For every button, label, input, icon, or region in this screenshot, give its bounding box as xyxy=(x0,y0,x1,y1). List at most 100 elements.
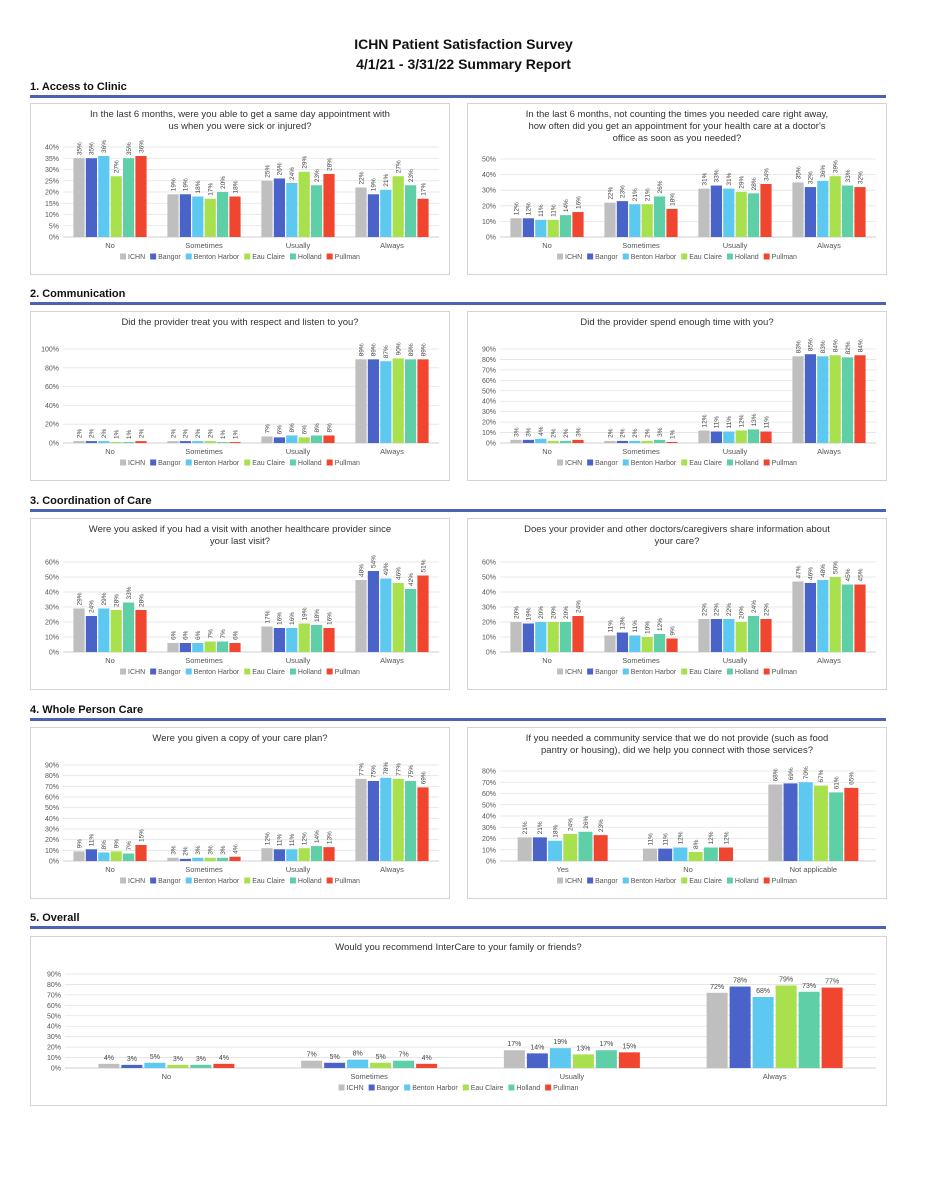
legend-label: Benton Harbor xyxy=(194,460,240,467)
x-category-label: Usually xyxy=(723,447,748,456)
y-tick-label: 30% xyxy=(47,1034,61,1041)
bar xyxy=(618,1052,640,1068)
x-category-label: No xyxy=(542,447,552,456)
data-label: 45% xyxy=(845,568,852,581)
data-label: 12% xyxy=(723,831,730,844)
legend-swatch xyxy=(244,877,251,884)
y-tick-label: 100% xyxy=(41,347,59,354)
bar xyxy=(641,440,653,443)
bar xyxy=(204,641,216,652)
bar xyxy=(560,622,572,652)
x-category-label: Usually xyxy=(286,447,311,456)
bar xyxy=(217,442,229,443)
data-label: 84% xyxy=(857,339,864,352)
data-label: 4% xyxy=(104,1055,114,1062)
data-label: 26% xyxy=(657,180,664,193)
legend-label: Bangor xyxy=(595,878,618,885)
legend-label: ICHN xyxy=(565,878,582,885)
bar xyxy=(792,581,804,652)
y-tick-label: 80% xyxy=(45,773,59,780)
bar xyxy=(110,442,122,443)
bar xyxy=(572,212,584,237)
bar xyxy=(710,185,722,237)
bar xyxy=(217,857,229,861)
chart-title-line: us when you were sick or injured? xyxy=(168,121,311,132)
chart-title-line: If you needed a community service that w… xyxy=(526,733,829,744)
bar xyxy=(616,632,628,652)
bar xyxy=(792,356,804,443)
legend: ICHN Bangor Benton Harbor Eau Claire Holland… xyxy=(557,877,797,885)
bar xyxy=(167,857,179,861)
legend-swatch xyxy=(763,459,770,466)
legend-swatch xyxy=(289,668,296,675)
data-label: 29% xyxy=(739,176,746,189)
bar xyxy=(526,1053,548,1068)
bar xyxy=(510,218,522,237)
data-label: 78% xyxy=(733,978,747,985)
chart-title-line: Did the provider spend enough time with … xyxy=(580,317,773,328)
section-divider xyxy=(30,509,886,512)
legend: ICHN Bangor Benton Harbor Eau Claire Holland… xyxy=(120,668,360,676)
bar xyxy=(417,198,429,237)
legend-swatch xyxy=(185,877,192,884)
bar-chart: Did the provider spend enough time with … xyxy=(482,317,876,467)
data-labels: 20% 19% 20% 20% 20% 24% 11% 13% 11% 10% 12% 9% 22% 22… xyxy=(513,561,864,636)
bar xyxy=(829,577,841,652)
legend-label: Pullman xyxy=(553,1085,578,1092)
data-label: 33% xyxy=(126,586,133,599)
bar xyxy=(842,185,854,237)
data-label: 7% xyxy=(208,629,215,639)
y-tick-label: 40% xyxy=(482,590,496,597)
chart-title: Were you given a copy of your care plan? xyxy=(152,733,327,744)
bar xyxy=(85,849,97,861)
bar xyxy=(179,194,191,237)
bar xyxy=(842,357,854,443)
y-tick-label: 40% xyxy=(47,1024,61,1031)
chart-panel-respect-and-listen: Did the provider treat you with respect … xyxy=(30,311,450,481)
data-label: 11% xyxy=(726,416,733,429)
data-label: 12% xyxy=(701,414,708,427)
bar xyxy=(298,623,310,652)
bar xyxy=(829,355,841,443)
bar xyxy=(286,435,298,443)
data-label: 90% xyxy=(396,342,403,355)
legend-swatch xyxy=(289,459,296,466)
data-label: 28% xyxy=(138,594,145,607)
y-tick-label: 90% xyxy=(482,347,496,354)
chart-title-line: In the last 6 months, not counting the t… xyxy=(526,109,828,120)
data-label: 89% xyxy=(358,343,365,356)
data-label: 22% xyxy=(763,603,770,616)
data-label: 68% xyxy=(756,988,770,995)
data-label: 24% xyxy=(89,600,96,613)
bar xyxy=(723,619,735,652)
data-label: 87% xyxy=(383,345,390,358)
y-tick-label: 30% xyxy=(482,409,496,416)
data-label: 19% xyxy=(553,1039,567,1046)
data-label: 22% xyxy=(358,171,365,184)
bar xyxy=(204,198,216,237)
y-tick-label: 60% xyxy=(45,384,59,391)
data-label: 1% xyxy=(126,429,133,439)
legend-label: Holland xyxy=(735,878,759,885)
y-tick-label: 30% xyxy=(45,605,59,612)
data-label: 75% xyxy=(408,765,415,778)
bar xyxy=(311,846,323,861)
legend: ICHN Bangor Benton Harbor Eau Claire Holland… xyxy=(557,459,797,467)
chart-panel-asked-about-other-visit: Were you asked if you had a visit with a… xyxy=(30,518,450,690)
data-label: 7% xyxy=(220,629,227,639)
bar-chart: In the last 6 months, not counting the t… xyxy=(482,109,876,261)
legend-swatch xyxy=(338,1084,345,1091)
bar xyxy=(604,440,616,443)
chart-title: If you needed a community service that w… xyxy=(526,733,829,756)
bar xyxy=(547,622,559,652)
chart-title-line: your care? xyxy=(655,536,700,547)
x-category-label: No xyxy=(162,1072,172,1081)
legend-swatch xyxy=(120,253,127,260)
data-label: 47% xyxy=(795,565,802,578)
data-label: 11% xyxy=(289,834,296,847)
data-labels: 21% 21% 18% 24% 26% 23% 11% 11% 12% 8% 12% 12% 68% 69… xyxy=(522,766,856,849)
bar xyxy=(229,856,241,861)
data-label: 19% xyxy=(526,607,533,620)
data-label: 73% xyxy=(802,983,816,990)
data-labels: 9% 11% 8% 9% 7% 15% 3% 2% 3% 3% 3% 4% 12% 11% 11% 12% 14… xyxy=(76,762,427,856)
